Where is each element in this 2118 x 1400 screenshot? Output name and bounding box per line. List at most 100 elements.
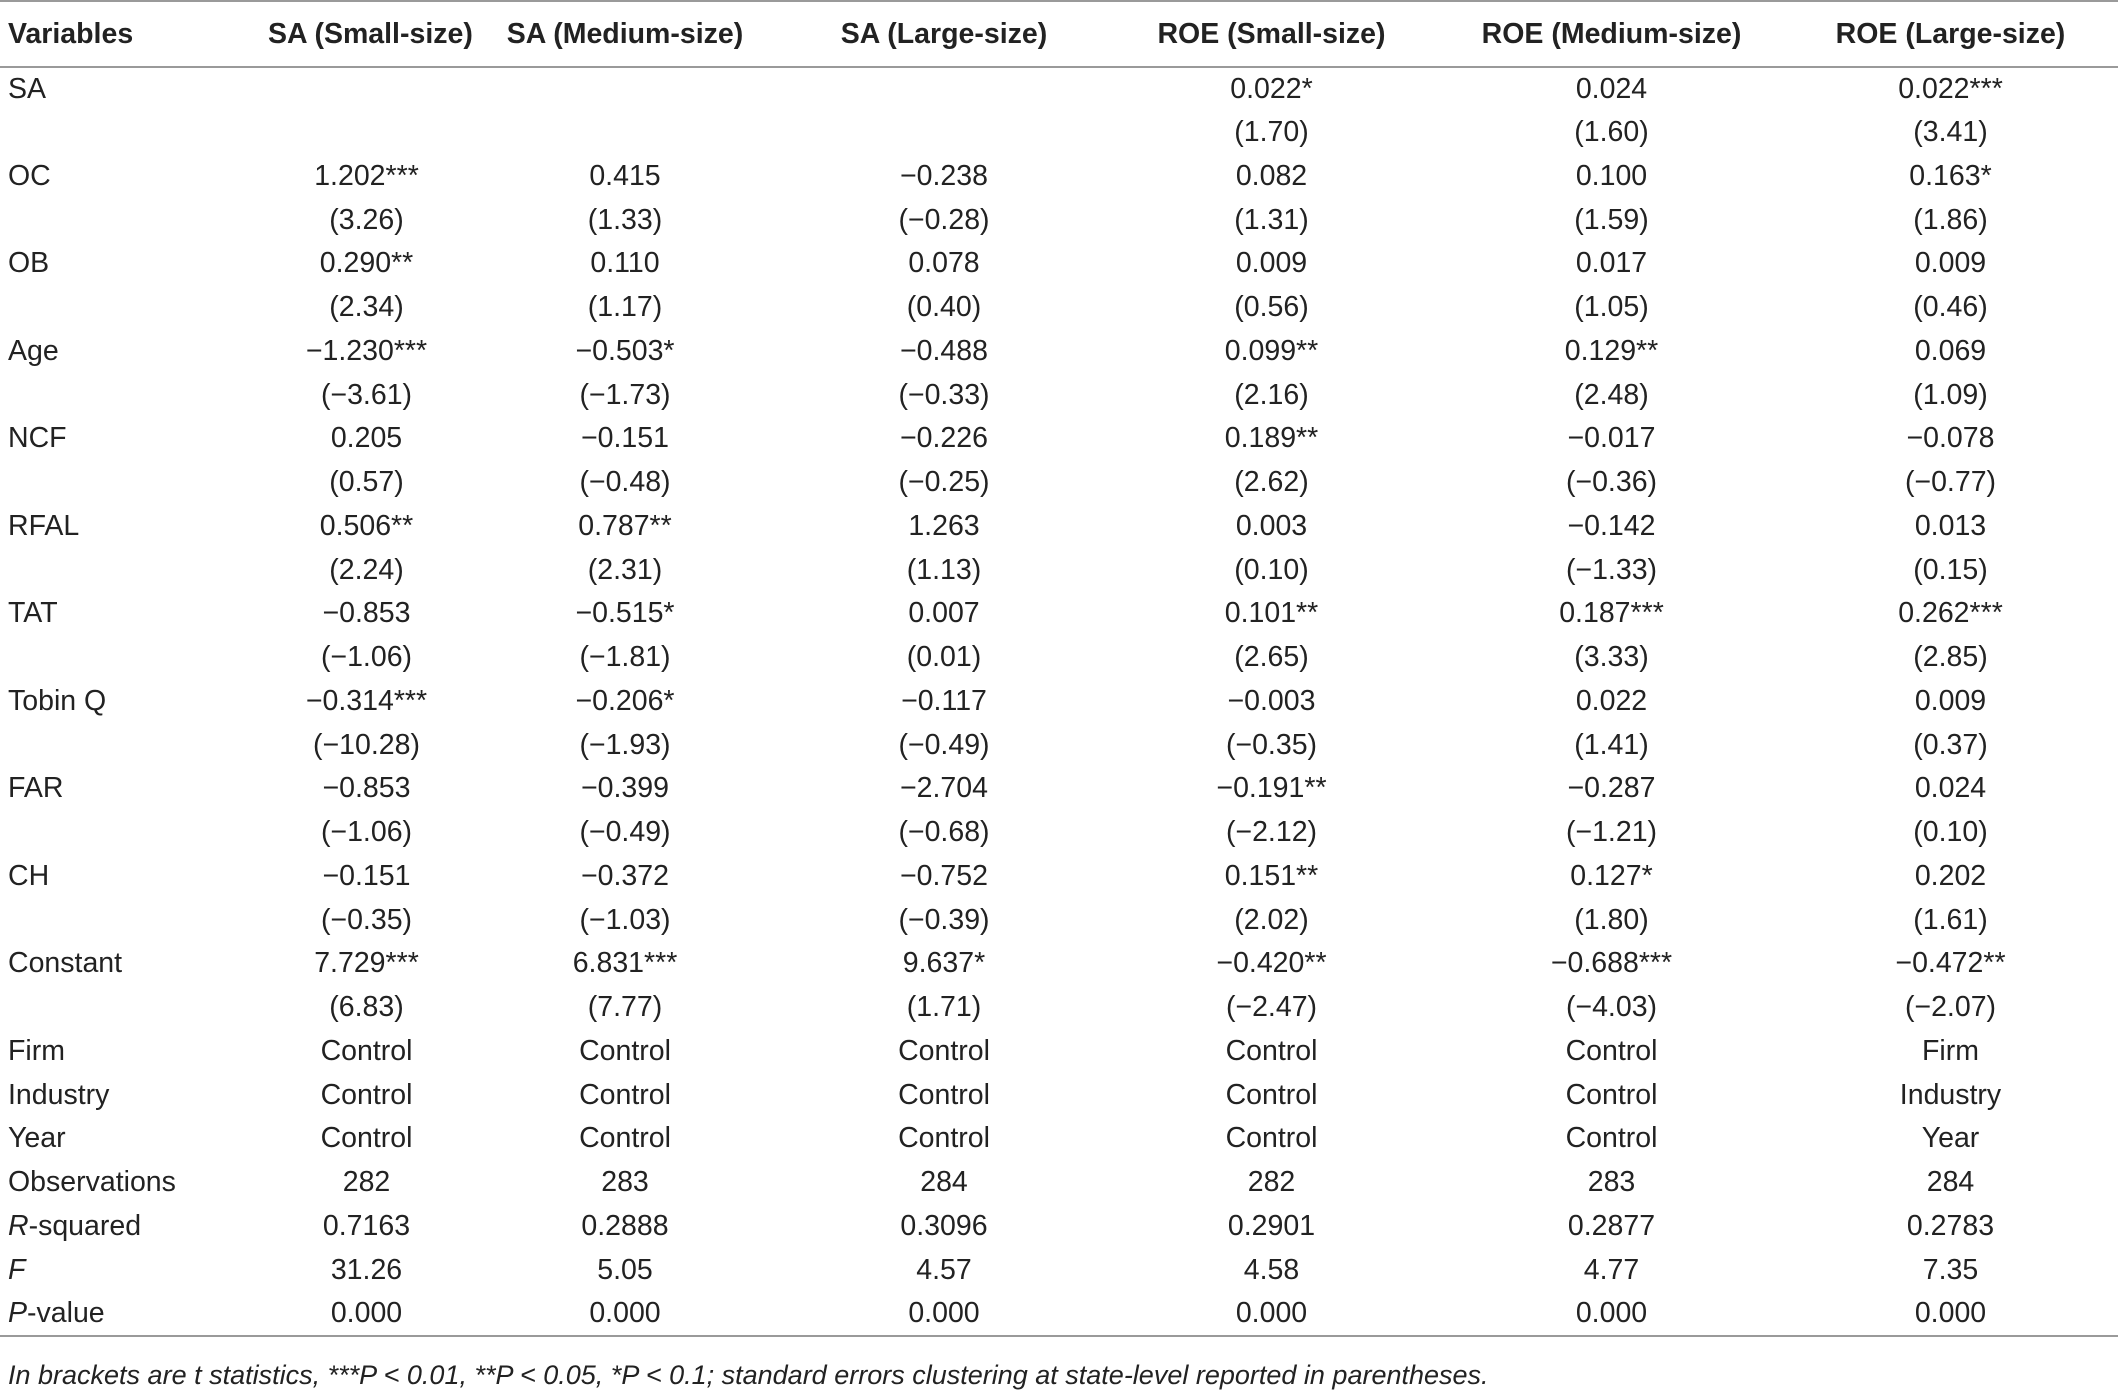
- table-cell: (−1.03): [579, 903, 671, 936]
- table-cell: (3.26): [329, 203, 404, 236]
- table-cell: 0.009: [1914, 247, 1987, 280]
- table-cell: (7.77): [587, 991, 663, 1024]
- table-row: P-value 0.000 0.000 0.000 0.000 0.000 0.000: [0, 1292, 2118, 1337]
- variable-label: SA: [8, 72, 47, 105]
- regression-table: Variables SA (Small-size) SA (Medium-siz…: [0, 0, 2118, 1337]
- table-row: R-squared 0.7163 0.2888 0.3096 0.2901 0.2877 0…: [0, 1205, 2118, 1249]
- column-header: SA (Medium-size): [465, 0, 785, 68]
- table-row: Age −1.230*** −0.503* −0.488 0.099** 0.129** 0…: [0, 330, 2118, 374]
- table-cell: (1.13): [906, 553, 982, 586]
- table-row: Firm Control Control Control Control Control F…: [0, 1030, 2118, 1074]
- table-cell: 0.009: [1235, 247, 1308, 280]
- table-row: (6.83) (7.77) (1.71) (−2.47) (−4.03) (−2.07): [0, 986, 2118, 1030]
- variable-label-italic: P: [8, 1296, 28, 1329]
- variable-label: NCF: [8, 422, 67, 455]
- table-cell: −0.078: [1906, 422, 1995, 455]
- table-cell: 0.082: [1235, 159, 1308, 192]
- table-row: F 31.26 5.05 4.57 4.58 4.77 7.35: [0, 1248, 2118, 1292]
- table-cell: (−0.39): [898, 903, 990, 936]
- table-cell: 0.022***: [1898, 72, 2003, 105]
- table-cell: (1.33): [587, 203, 663, 236]
- table-cell: (−0.36): [1565, 466, 1658, 499]
- table-row: (−3.61) (−1.73) (−0.33) (2.16) (2.48) (1.09): [0, 373, 2118, 417]
- header-row: Variables SA (Small-size) SA (Medium-siz…: [0, 0, 2118, 68]
- table-row: RFAL 0.506** 0.787** 1.263 0.003 −0.142 0.013: [0, 505, 2118, 549]
- table-cell: 284: [920, 1166, 968, 1199]
- table-cell: (−1.33): [1565, 553, 1658, 586]
- table-cell: Control: [898, 1078, 990, 1111]
- table-cell: −0.287: [1567, 772, 1656, 805]
- table-footnote: In brackets are t statistics, ***P < 0.0…: [8, 1360, 1489, 1390]
- table-cell: [785, 67, 1103, 111]
- variable-label: [0, 811, 268, 855]
- table-cell: −0.488: [900, 334, 988, 367]
- table-cell: 6.831***: [572, 947, 678, 980]
- table-cell: (2.48): [1574, 378, 1649, 411]
- table-cell: 0.013: [1914, 509, 1987, 542]
- table-cell: 0.787**: [578, 509, 672, 542]
- table-row: Year Control Control Control Control Control Y…: [0, 1117, 2118, 1161]
- table-cell: [785, 111, 1103, 155]
- table-cell: −0.515*: [575, 597, 675, 630]
- table-cell: [465, 111, 785, 155]
- table-row: TAT −0.853 −0.515* 0.007 0.101** 0.187*** 0.26…: [0, 592, 2118, 636]
- table-cell: [465, 67, 785, 111]
- table-cell: (2.16): [1234, 378, 1309, 411]
- table-cell: −0.472**: [1895, 947, 2006, 980]
- table-cell: 7.35: [1922, 1253, 1979, 1286]
- table-row: CH −0.151 −0.372 −0.752 0.151** 0.127* 0.202: [0, 855, 2118, 899]
- table-cell: (0.40): [906, 291, 982, 324]
- table-cell: 0.205: [330, 422, 403, 455]
- table-cell: (−2.07): [1904, 991, 1997, 1024]
- table-cell: 0.007: [908, 597, 980, 630]
- variable-label: RFAL: [8, 509, 80, 542]
- variable-label: OC: [8, 159, 51, 192]
- variable-label: [0, 898, 268, 942]
- table-cell: Control: [579, 1078, 671, 1111]
- table-cell: −0.206*: [575, 684, 675, 717]
- table-cell: (−0.25): [898, 466, 990, 499]
- table-cell: (−2.47): [1225, 991, 1318, 1024]
- table-cell: (−0.33): [898, 378, 990, 411]
- table-cell: 9.637*: [902, 947, 986, 980]
- table-cell: Year: [1921, 1122, 1980, 1155]
- table-cell: 0.000: [268, 1292, 465, 1337]
- table-cell: Control: [1225, 1078, 1318, 1111]
- table-cell: −0.226: [900, 422, 988, 455]
- table-cell: 0.129**: [1564, 334, 1659, 367]
- table-cell: (−0.68): [898, 816, 990, 849]
- variable-label: FAR: [8, 772, 64, 805]
- column-header: Variables: [0, 0, 268, 68]
- table-cell: 0.003: [1235, 509, 1308, 542]
- variable-label: [0, 111, 268, 155]
- variable-label: Firm: [8, 1034, 65, 1067]
- table-cell: (0.46): [1913, 291, 1988, 324]
- table-cell: 0.127*: [1570, 859, 1653, 892]
- table-cell: 0.000: [465, 1292, 785, 1337]
- table-cell: −0.117: [901, 684, 987, 717]
- table-cell: (1.05): [1574, 291, 1649, 324]
- table-cell: 0.2783: [1906, 1209, 1995, 1242]
- variable-label: CH: [8, 859, 50, 892]
- table-cell: −1.230***: [305, 334, 428, 367]
- table-cell: −2.704: [900, 772, 988, 805]
- table-cell: (2.24): [329, 553, 404, 586]
- table-cell: 0.262***: [1898, 597, 2003, 630]
- table-cell: 283: [601, 1166, 649, 1199]
- table-cell: 0.151**: [1224, 859, 1319, 892]
- table-cell: 1.263: [908, 509, 980, 542]
- variable-label: [0, 461, 268, 505]
- table-cell: 0.000: [1440, 1292, 1783, 1337]
- table-cell: 0.2877: [1567, 1209, 1656, 1242]
- table-cell: 282: [342, 1166, 391, 1199]
- table-row: Observations 282 283 284 282 283 284: [0, 1161, 2118, 1205]
- table-cell: Control: [1225, 1122, 1318, 1155]
- table-cell: 0.110: [590, 247, 660, 280]
- table-cell: 0.022*: [1230, 72, 1313, 105]
- variable-label: Industry: [8, 1078, 110, 1111]
- table-cell: (−0.35): [1225, 728, 1318, 761]
- table-cell: 0.000: [785, 1292, 1103, 1337]
- table-cell: (0.15): [1913, 553, 1988, 586]
- table-cell: 4.57: [916, 1253, 972, 1286]
- table-cell: −0.314***: [305, 684, 428, 717]
